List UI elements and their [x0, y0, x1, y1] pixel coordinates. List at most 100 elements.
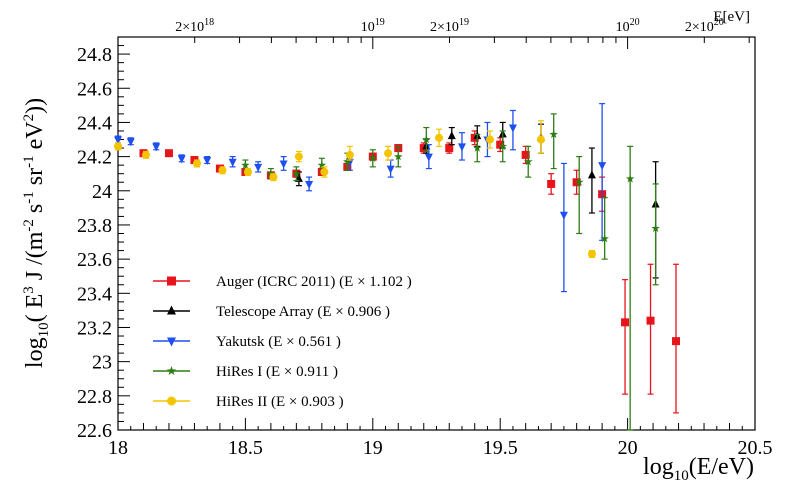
point-marker — [600, 234, 609, 243]
point-marker — [422, 135, 431, 144]
point-marker — [473, 143, 482, 152]
top-tick-label: 1020 — [616, 17, 640, 35]
y-tick-label: 24.2 — [77, 147, 112, 169]
plot-frame — [117, 36, 756, 431]
point-marker — [254, 163, 263, 172]
point-marker — [621, 318, 630, 327]
point-marker — [343, 157, 352, 166]
y-tick-label: 22.8 — [77, 386, 112, 408]
point-marker — [486, 135, 495, 144]
y-tick-label: 24 — [92, 181, 112, 203]
point-marker — [279, 160, 288, 169]
y-tick-label: 23.2 — [77, 317, 112, 339]
legend-label: HiRes II (E × 0.903 ) — [216, 394, 344, 410]
point-marker — [114, 142, 122, 151]
point-marker — [559, 211, 568, 220]
point-marker — [424, 153, 433, 162]
y-tick-label: 24.6 — [77, 78, 112, 100]
data-series — [114, 103, 681, 431]
point-marker — [177, 155, 186, 164]
top-tick-label: 2×1019 — [430, 17, 469, 35]
x-tick-label: 19 — [363, 437, 383, 459]
point-marker — [386, 165, 395, 174]
point-marker — [572, 178, 581, 187]
point-marker — [625, 174, 635, 183]
point-marker — [523, 157, 533, 166]
legend-label: Telescope Array (E × 0.906 ) — [216, 304, 390, 320]
y-tick-label: 23.6 — [77, 249, 112, 271]
point-marker — [651, 223, 660, 232]
point-marker — [126, 138, 135, 147]
legend: Auger (ICRC 2011) (E × 1.102 ) Telescope … — [153, 274, 412, 410]
point-marker — [498, 141, 507, 150]
legend-label: Yakutsk (E × 0.561 ) — [216, 334, 341, 350]
point-marker — [508, 124, 517, 133]
axis-ticks — [117, 36, 756, 431]
point-marker — [549, 129, 558, 138]
y-tick-label: 24.8 — [77, 44, 112, 66]
point-marker — [167, 396, 176, 406]
point-marker — [114, 136, 122, 145]
y-tick-label: 24.4 — [77, 112, 112, 134]
point-marker — [587, 250, 596, 259]
point-marker — [241, 160, 250, 169]
point-marker — [646, 316, 655, 325]
point-marker — [536, 135, 545, 144]
point-marker — [587, 170, 596, 179]
point-marker — [317, 160, 327, 169]
top-tick-label: 1019 — [361, 17, 385, 35]
x-tick-label: 18.5 — [228, 437, 263, 459]
point-marker — [305, 180, 314, 189]
point-marker — [243, 167, 252, 176]
y-tick-label: 23 — [92, 352, 112, 374]
point-marker — [142, 150, 151, 159]
point-marker — [457, 143, 466, 152]
point-marker — [521, 150, 530, 159]
point-marker — [547, 179, 556, 188]
legend-label: Auger (ICRC 2011) (E × 1.102 ) — [216, 274, 412, 290]
top-tick-label: 2×1018 — [175, 17, 214, 35]
axis-titles: log10(E/eV) log10( E3 J /(m-2 s-1 sr-1 eV… — [21, 98, 754, 484]
point-marker — [368, 153, 378, 162]
point-marker — [384, 149, 393, 158]
y-axis-title: log10( E3 J /(m-2 s-1 sr-1 eV2)) — [21, 98, 52, 368]
top-axis-title: E[eV] — [713, 9, 750, 25]
series-4 — [114, 120, 596, 259]
point-marker — [496, 140, 505, 149]
point-marker — [203, 157, 212, 166]
point-marker — [167, 276, 176, 286]
point-marker — [166, 366, 177, 375]
point-marker — [167, 337, 176, 347]
point-marker — [320, 167, 329, 176]
y-tick-label: 23.4 — [77, 283, 112, 305]
x-tick-label: 20 — [618, 437, 638, 459]
x-tick-label: 18 — [108, 437, 128, 459]
legend-label: HiRes I (E × 0.911 ) — [216, 364, 338, 380]
point-marker — [445, 144, 454, 153]
point-marker — [672, 337, 681, 346]
point-marker — [167, 305, 176, 315]
point-marker — [447, 131, 456, 140]
point-marker — [192, 159, 201, 168]
x-axis-title: log10(E/eV) — [643, 454, 754, 484]
point-marker — [598, 162, 607, 171]
top-tick-label: 2×1020 — [685, 17, 724, 35]
x-tick-label: 19.5 — [483, 437, 518, 459]
x-tick-label: 20.5 — [738, 437, 773, 459]
point-marker — [294, 152, 303, 161]
point-marker — [394, 152, 403, 161]
point-marker — [269, 173, 278, 182]
point-marker — [345, 150, 354, 159]
y-tick-labels: 22.6 22.8 23 23.2 23.4 23.6 23.8 24 24.2 24.4 24.6… — [77, 44, 112, 442]
point-marker — [435, 133, 444, 142]
x-tick-labels: 18 18.5 19 19.5 20 20.5 — [108, 437, 773, 459]
point-marker — [152, 143, 161, 152]
point-marker — [218, 166, 227, 175]
point-marker — [292, 169, 301, 178]
point-marker — [164, 149, 173, 158]
y-tick-label: 23.8 — [77, 215, 112, 237]
point-marker — [574, 177, 584, 186]
y-tick-label: 22.6 — [77, 420, 112, 442]
